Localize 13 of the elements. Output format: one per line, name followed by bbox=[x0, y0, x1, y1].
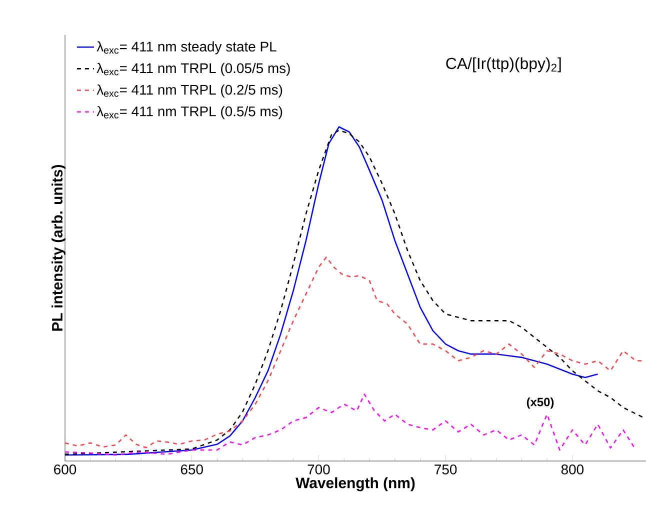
x-tick-label: 700 bbox=[308, 464, 330, 474]
x-tick-label: 600 bbox=[54, 464, 76, 474]
legend-label: λ$_{exc}$= 411 nm TRPL (0.5/5 ms) bbox=[96, 106, 282, 120]
x-tick-label: 750 bbox=[434, 464, 457, 474]
x-tick-label: 650 bbox=[180, 464, 203, 474]
chart-title: CA/[Ir(ttp)(bpy)$_{2}$] bbox=[446, 57, 561, 72]
legend-label: λ$_{exc}$= 411 nm steady state PL bbox=[96, 41, 276, 54]
legend-label: λ$_{exc}$= 411 nm TRPL (0.2/5 ms) bbox=[96, 84, 282, 98]
legend-label: λ$_{exc}$= 411 nm TRPL (0.05/5 ms) bbox=[96, 62, 290, 76]
y-axis-title: PL intensity (arb. units) bbox=[52, 165, 66, 331]
annotation: (x50) bbox=[526, 398, 554, 409]
x-axis-title: Wavelength (nm) bbox=[296, 477, 415, 492]
x-tick-label: 800 bbox=[561, 464, 584, 474]
